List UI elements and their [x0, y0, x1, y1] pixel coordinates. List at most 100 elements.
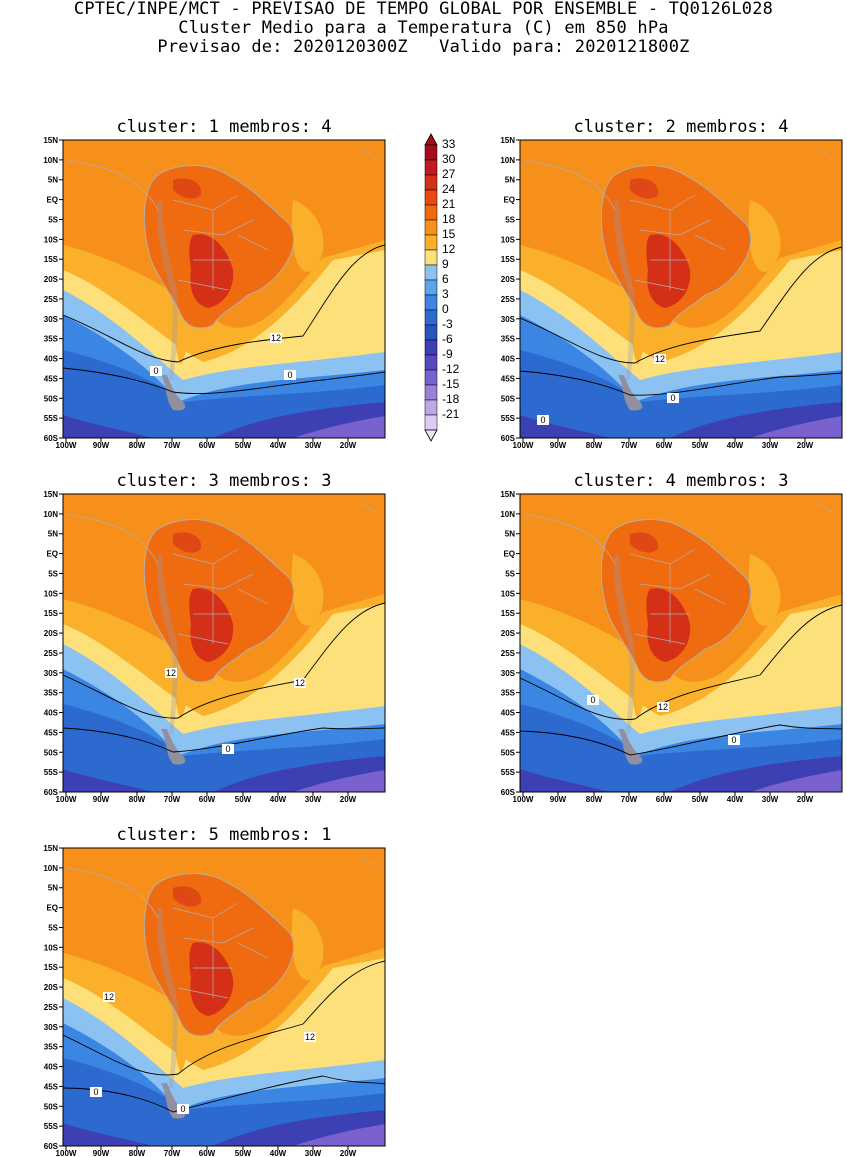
lat-tick-label: 30S	[44, 1023, 59, 1032]
lon-tick-label: 70W	[621, 441, 638, 450]
lat-tick-label: 5S	[48, 923, 58, 932]
lon-tick-label: 20W	[797, 795, 814, 804]
lat-tick-label: EQ	[503, 196, 515, 205]
lon-tick-label: 50W	[235, 795, 252, 804]
lat-tick-label: 5S	[505, 569, 515, 578]
lat-tick-label: 35S	[501, 689, 516, 698]
contour-label: 12	[270, 333, 282, 343]
lat-tick-label: 55S	[44, 768, 59, 777]
lat-tick-label: EQ	[46, 904, 58, 913]
lon-tick-label: 100W	[56, 1149, 77, 1157]
lat-tick-label: 50S	[44, 394, 59, 403]
colorbar-label: -6	[442, 332, 453, 346]
colorbar-swatch	[424, 279, 438, 296]
lat-tick-label: 20S	[44, 275, 59, 284]
lat-tick-label: 15N	[500, 490, 515, 499]
lon-tick-label: 80W	[586, 441, 603, 450]
lat-tick-label: 60S	[501, 788, 516, 797]
contour-label: 0	[222, 744, 234, 754]
lat-tick-label: 10S	[44, 589, 59, 598]
lon-tick-label: 100W	[513, 441, 534, 450]
lon-tick-label: 90W	[93, 441, 110, 450]
lat-tick-label: 40S	[44, 355, 59, 364]
lon-tick-label: 30W	[762, 441, 779, 450]
lat-tick-label: 15N	[43, 136, 58, 145]
lat-tick-label: 5S	[48, 215, 58, 224]
lon-tick-label: 40W	[727, 795, 744, 804]
lat-tick-label: 55S	[501, 768, 516, 777]
lon-tick-label: 90W	[550, 795, 567, 804]
lat-tick-label: 5N	[505, 176, 515, 185]
svg-text:12: 12	[658, 702, 668, 712]
svg-text:0: 0	[590, 695, 595, 705]
lat-tick-label: 25S	[44, 1003, 59, 1012]
lon-tick-label: 90W	[93, 795, 110, 804]
colorbar-swatch	[424, 324, 438, 341]
colorbar-label: 18	[442, 212, 456, 226]
lon-tick-label: 50W	[235, 441, 252, 450]
contour-label: 0	[177, 1104, 189, 1114]
lon-tick-label: 20W	[340, 441, 357, 450]
colorbar-swatch	[424, 264, 438, 281]
lat-tick-label: 25S	[501, 295, 516, 304]
lon-tick-label: 100W	[513, 795, 534, 804]
lat-tick-label: 55S	[44, 414, 59, 423]
contour-label: 12	[657, 702, 669, 712]
map-panel-5: cluster: 5 membros: 1 12 12 0 0 15N 10N 5N EQ 5S 1…	[43, 825, 386, 1157]
header-line-3: Previsao de: 2020120300Z Valido para: 20…	[157, 37, 690, 57]
lat-tick-label: 30S	[501, 669, 516, 678]
colorbar-swatch	[424, 219, 438, 236]
svg-text:12: 12	[655, 354, 665, 364]
lat-tick-label: 15N	[43, 490, 58, 499]
colorbar-label: 33	[442, 137, 456, 151]
lat-tick-label: 10N	[43, 510, 58, 519]
svg-text:12: 12	[271, 333, 281, 343]
map-panel-4: cluster: 4 membros: 3 0 12 0 15N 10N 5N EQ 5S 10S…	[500, 471, 843, 804]
lat-tick-label: 10S	[501, 235, 516, 244]
lat-tick-label: 45S	[44, 1082, 59, 1091]
lon-tick-label: 50W	[692, 795, 709, 804]
svg-text:0: 0	[287, 370, 292, 380]
lat-tick-label: 40S	[501, 355, 516, 364]
lat-tick-label: 35S	[44, 335, 59, 344]
lat-tick-label: 10S	[44, 943, 59, 952]
contour-label: 0	[90, 1087, 102, 1097]
lon-tick-label: 30W	[305, 1149, 322, 1157]
lat-tick-label: 25S	[44, 295, 59, 304]
svg-text:12: 12	[295, 678, 305, 688]
lon-tick-label: 40W	[270, 1149, 287, 1157]
lat-tick-label: 25S	[44, 649, 59, 658]
panel-title-4: cluster: 4 membros: 3	[574, 471, 789, 491]
lon-tick-label: 80W	[129, 1149, 146, 1157]
map-frame	[519, 493, 843, 793]
lon-tick-label: 60W	[199, 795, 216, 804]
lat-tick-label: 50S	[44, 748, 59, 757]
contour-label: 0	[150, 366, 162, 376]
colorbar-label: 12	[442, 242, 456, 256]
lat-tick-label: 5N	[48, 176, 58, 185]
colorbar-label: -21	[442, 407, 460, 421]
lat-tick-label: 60S	[44, 788, 59, 797]
colorbar-swatch	[424, 249, 438, 266]
map-frame	[62, 139, 386, 439]
lat-tick-label: EQ	[46, 196, 58, 205]
colorbar-swatch	[424, 144, 438, 161]
lat-tick-label: 20S	[44, 983, 59, 992]
colorbar-swatch	[424, 399, 438, 416]
colorbar-label: 21	[442, 197, 456, 211]
lon-tick-label: 30W	[305, 441, 322, 450]
colorbar-label: 24	[442, 182, 456, 196]
panel-title-3: cluster: 3 membros: 3	[117, 471, 332, 491]
lat-tick-label: 15S	[44, 255, 59, 264]
colorbar-swatch	[424, 309, 438, 326]
lat-tick-label: 35S	[44, 689, 59, 698]
lat-tick-label: 10S	[44, 235, 59, 244]
svg-text:0: 0	[225, 744, 230, 754]
contour-label: 12	[654, 354, 666, 364]
panel-title-2: cluster: 2 membros: 4	[574, 117, 789, 137]
colorbar-swatch	[424, 159, 438, 176]
panel-title-1: cluster: 1 membros: 4	[117, 117, 332, 137]
lon-tick-label: 20W	[340, 1149, 357, 1157]
lon-tick-label: 100W	[56, 795, 77, 804]
